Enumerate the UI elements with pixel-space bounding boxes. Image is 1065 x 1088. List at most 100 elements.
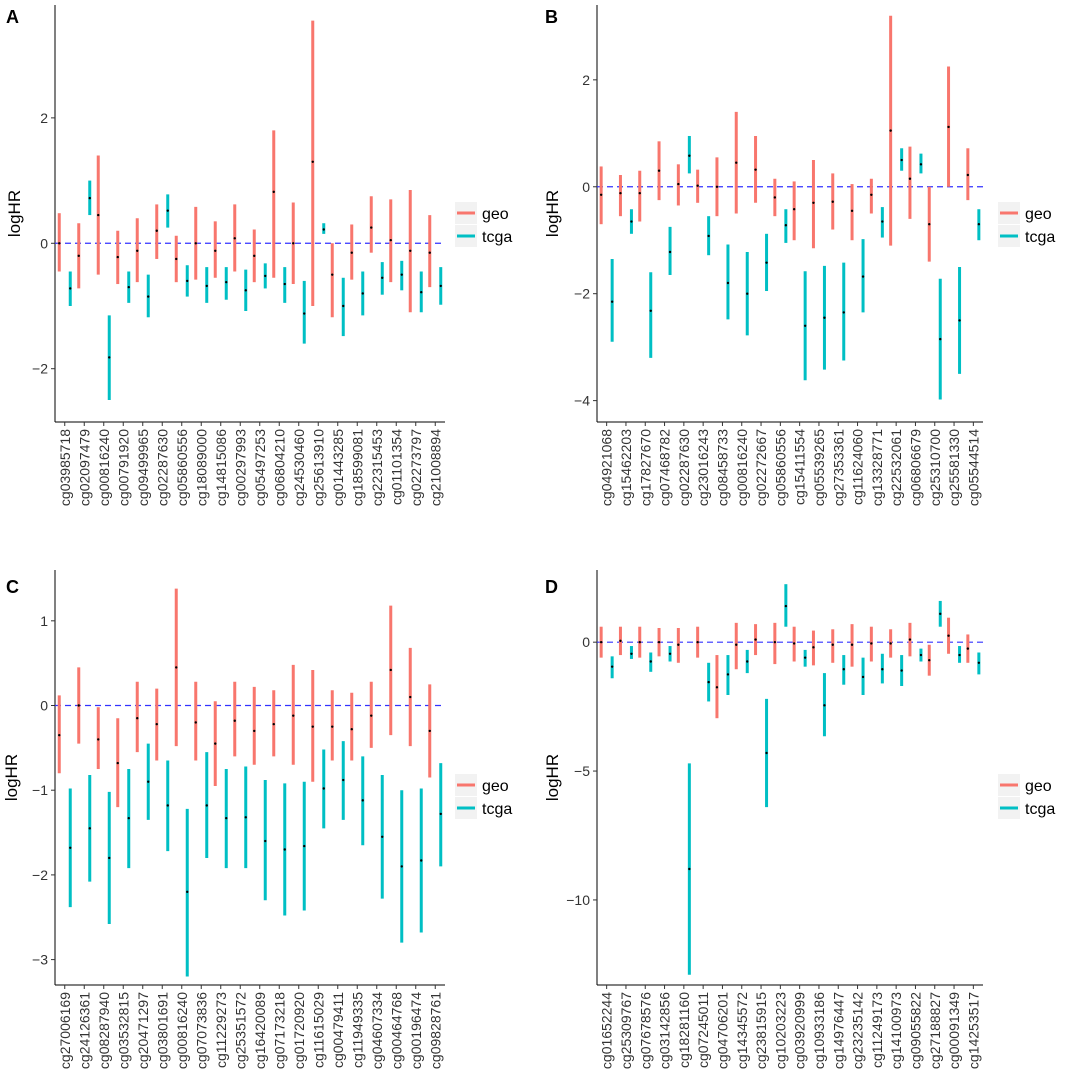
y-axis-title: logHR <box>543 754 562 801</box>
x-tick-label: cg11949335 <box>349 992 365 1068</box>
x-tick-label: cg09499965 <box>135 429 151 506</box>
x-tick-label: cg25581330 <box>946 429 962 506</box>
x-tick-label: cg18599081 <box>349 429 365 506</box>
x-tick-label: cg09828761 <box>427 992 443 1069</box>
x-tick-label: cg01443285 <box>330 429 346 506</box>
point-estimate-geo <box>428 251 431 254</box>
legend-label-geo: geo <box>1025 778 1052 795</box>
x-tick-label: cg04607334 <box>369 992 385 1069</box>
y-tick-label: 2 <box>40 110 48 126</box>
point-estimate-tcga <box>303 312 306 315</box>
x-tick-label: cg20471297 <box>135 992 151 1069</box>
x-tick-label: cg03532815 <box>115 992 131 1069</box>
x-tick-label: cg05497253 <box>252 429 268 506</box>
point-estimate-tcga <box>88 196 91 200</box>
point-estimate-geo <box>619 191 622 195</box>
point-estimate-tcga <box>244 816 247 819</box>
point-estimate-tcga <box>283 282 286 286</box>
point-estimate-tcga <box>630 220 633 223</box>
point-estimate-tcga <box>668 250 672 254</box>
y-tick-label: −2 <box>32 867 48 883</box>
y-tick-label: −2 <box>32 361 48 377</box>
x-tick-label: cg21008894 <box>427 429 443 506</box>
point-estimate-tcga <box>707 234 710 238</box>
point-estimate-geo <box>194 721 197 724</box>
point-estimate-tcga <box>630 652 633 655</box>
x-tick-label: cg18089000 <box>193 429 209 506</box>
x-tick-label: cg17827670 <box>637 429 653 506</box>
point-estimate-tcga <box>649 309 652 312</box>
point-estimate-geo <box>214 249 217 253</box>
y-tick-label: 0 <box>582 634 590 650</box>
point-estimate-geo <box>812 646 815 649</box>
point-estimate-geo <box>715 185 719 188</box>
x-tick-label: cg00479411 <box>330 992 346 1068</box>
x-tick-label: cg06806679 <box>907 429 923 506</box>
x-tick-label: cg00196474 <box>408 992 424 1069</box>
point-estimate-tcga <box>919 163 923 166</box>
x-tick-label: cg07678576 <box>637 992 653 1069</box>
point-estimate-geo <box>311 725 314 728</box>
point-estimate-geo <box>619 639 622 643</box>
point-estimate-geo <box>116 761 119 765</box>
x-tick-label: cg00464768 <box>388 992 404 1069</box>
point-estimate-tcga <box>186 279 189 283</box>
y-tick-label: 1 <box>40 613 48 629</box>
x-tick-label: cg05860556 <box>772 429 788 506</box>
x-tick-label: cg24530460 <box>291 429 307 506</box>
y-tick-label: 0 <box>40 235 48 251</box>
point-estimate-geo <box>77 704 80 707</box>
x-tick-label: cg09055822 <box>907 992 923 1069</box>
point-estimate-tcga <box>823 704 826 707</box>
point-estimate-geo <box>928 659 931 662</box>
legend-label-tcga: tcga <box>482 229 512 246</box>
x-tick-label: cg01652244 <box>599 992 615 1069</box>
x-tick-label: cg00816240 <box>734 429 750 506</box>
x-tick-label: cg23016243 <box>695 429 711 506</box>
point-estimate-geo <box>792 642 796 645</box>
point-estimate-geo <box>908 638 912 641</box>
point-estimate-geo <box>657 169 661 172</box>
point-estimate-tcga <box>746 292 749 295</box>
x-tick-label: cg05544514 <box>965 429 981 506</box>
x-tick-label: cg03920999 <box>792 992 808 1069</box>
x-tick-label: cg13328771 <box>869 429 885 506</box>
x-tick-label: cg11229273 <box>213 992 229 1068</box>
legend-label-tcga: tcga <box>1025 229 1055 246</box>
panel-label: A <box>6 7 19 27</box>
point-estimate-tcga <box>381 835 384 838</box>
x-tick-label: cg25310700 <box>927 429 943 506</box>
point-estimate-tcga <box>939 612 942 616</box>
point-estimate-geo <box>966 173 970 177</box>
point-estimate-geo <box>908 177 912 180</box>
x-tick-label: cg02097479 <box>76 429 92 506</box>
point-estimate-geo <box>58 242 61 245</box>
x-tick-label: cg07245011 <box>695 992 711 1068</box>
point-estimate-geo <box>773 640 777 644</box>
point-estimate-geo <box>292 714 295 717</box>
x-tick-label: cg10203223 <box>772 992 788 1069</box>
point-estimate-geo <box>889 129 892 132</box>
point-estimate-tcga <box>88 827 91 830</box>
point-estimate-tcga <box>420 290 423 294</box>
panel-label: B <box>545 7 558 27</box>
point-estimate-tcga <box>900 158 903 162</box>
point-estimate-tcga <box>649 660 652 663</box>
x-tick-label: cg25613910 <box>310 429 326 506</box>
point-estimate-geo <box>58 733 61 737</box>
point-estimate-tcga <box>823 316 826 319</box>
point-estimate-tcga <box>958 319 961 322</box>
point-estimate-tcga <box>322 787 325 790</box>
x-tick-label: cg00791920 <box>115 429 131 506</box>
x-tick-label: cg01101354 <box>388 429 404 505</box>
point-estimate-tcga <box>784 604 788 608</box>
point-estimate-geo <box>409 695 412 699</box>
point-estimate-geo <box>311 160 314 163</box>
point-estimate-tcga <box>861 275 865 278</box>
x-tick-label: cg10933186 <box>811 992 827 1069</box>
point-estimate-tcga <box>381 276 384 279</box>
point-estimate-geo <box>850 643 854 646</box>
x-tick-label: cg14253517 <box>965 992 981 1069</box>
point-estimate-geo <box>677 182 680 186</box>
y-tick-label: −3 <box>32 952 48 968</box>
